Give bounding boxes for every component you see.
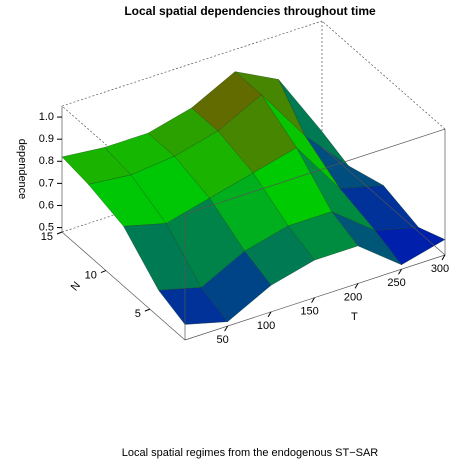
box-edge (184, 128, 446, 215)
x-tick (441, 254, 446, 261)
y-tick (56, 231, 63, 235)
x-tick (267, 311, 272, 318)
x-tick-label: 150 (300, 306, 318, 318)
y-tick-label: 15 (41, 231, 53, 243)
caption: Local spatial regimes from the endogenou… (122, 447, 379, 459)
x-tick (224, 325, 229, 332)
z-axis-label: dependence (16, 139, 28, 200)
z-tick-label: 0.8 (39, 155, 54, 167)
y-tick-label: 10 (85, 269, 97, 281)
x-tick (354, 283, 359, 289)
y-tick-label: 5 (135, 308, 141, 320)
x-tick (311, 297, 315, 303)
x-tick (398, 268, 402, 275)
box-edge (61, 20, 323, 107)
y-axis-label: N (69, 280, 83, 294)
z-tick-label: 0.6 (39, 199, 54, 211)
box-edge (184, 254, 446, 341)
x-axis-label: T (351, 311, 358, 323)
x-tick-label: 300 (431, 263, 449, 275)
surface-cell (158, 287, 228, 325)
x-tick-label: 100 (257, 320, 275, 332)
y-tick (144, 308, 151, 312)
box-edge (321, 146, 446, 256)
z-tick-label: 0.5 (39, 221, 54, 233)
y-tick (100, 270, 107, 274)
x-tick-label: 250 (387, 277, 405, 289)
z-tick-label: 1.0 (39, 111, 54, 123)
chart-title: Local spatial dependencies throughout ti… (124, 4, 376, 18)
z-tick-label: 0.7 (39, 177, 54, 189)
x-tick-label: 200 (344, 291, 362, 303)
box-edge (61, 231, 186, 341)
box-edge (321, 20, 446, 130)
x-tick-label: 50 (216, 334, 228, 346)
z-tick-label: 0.9 (39, 133, 54, 145)
